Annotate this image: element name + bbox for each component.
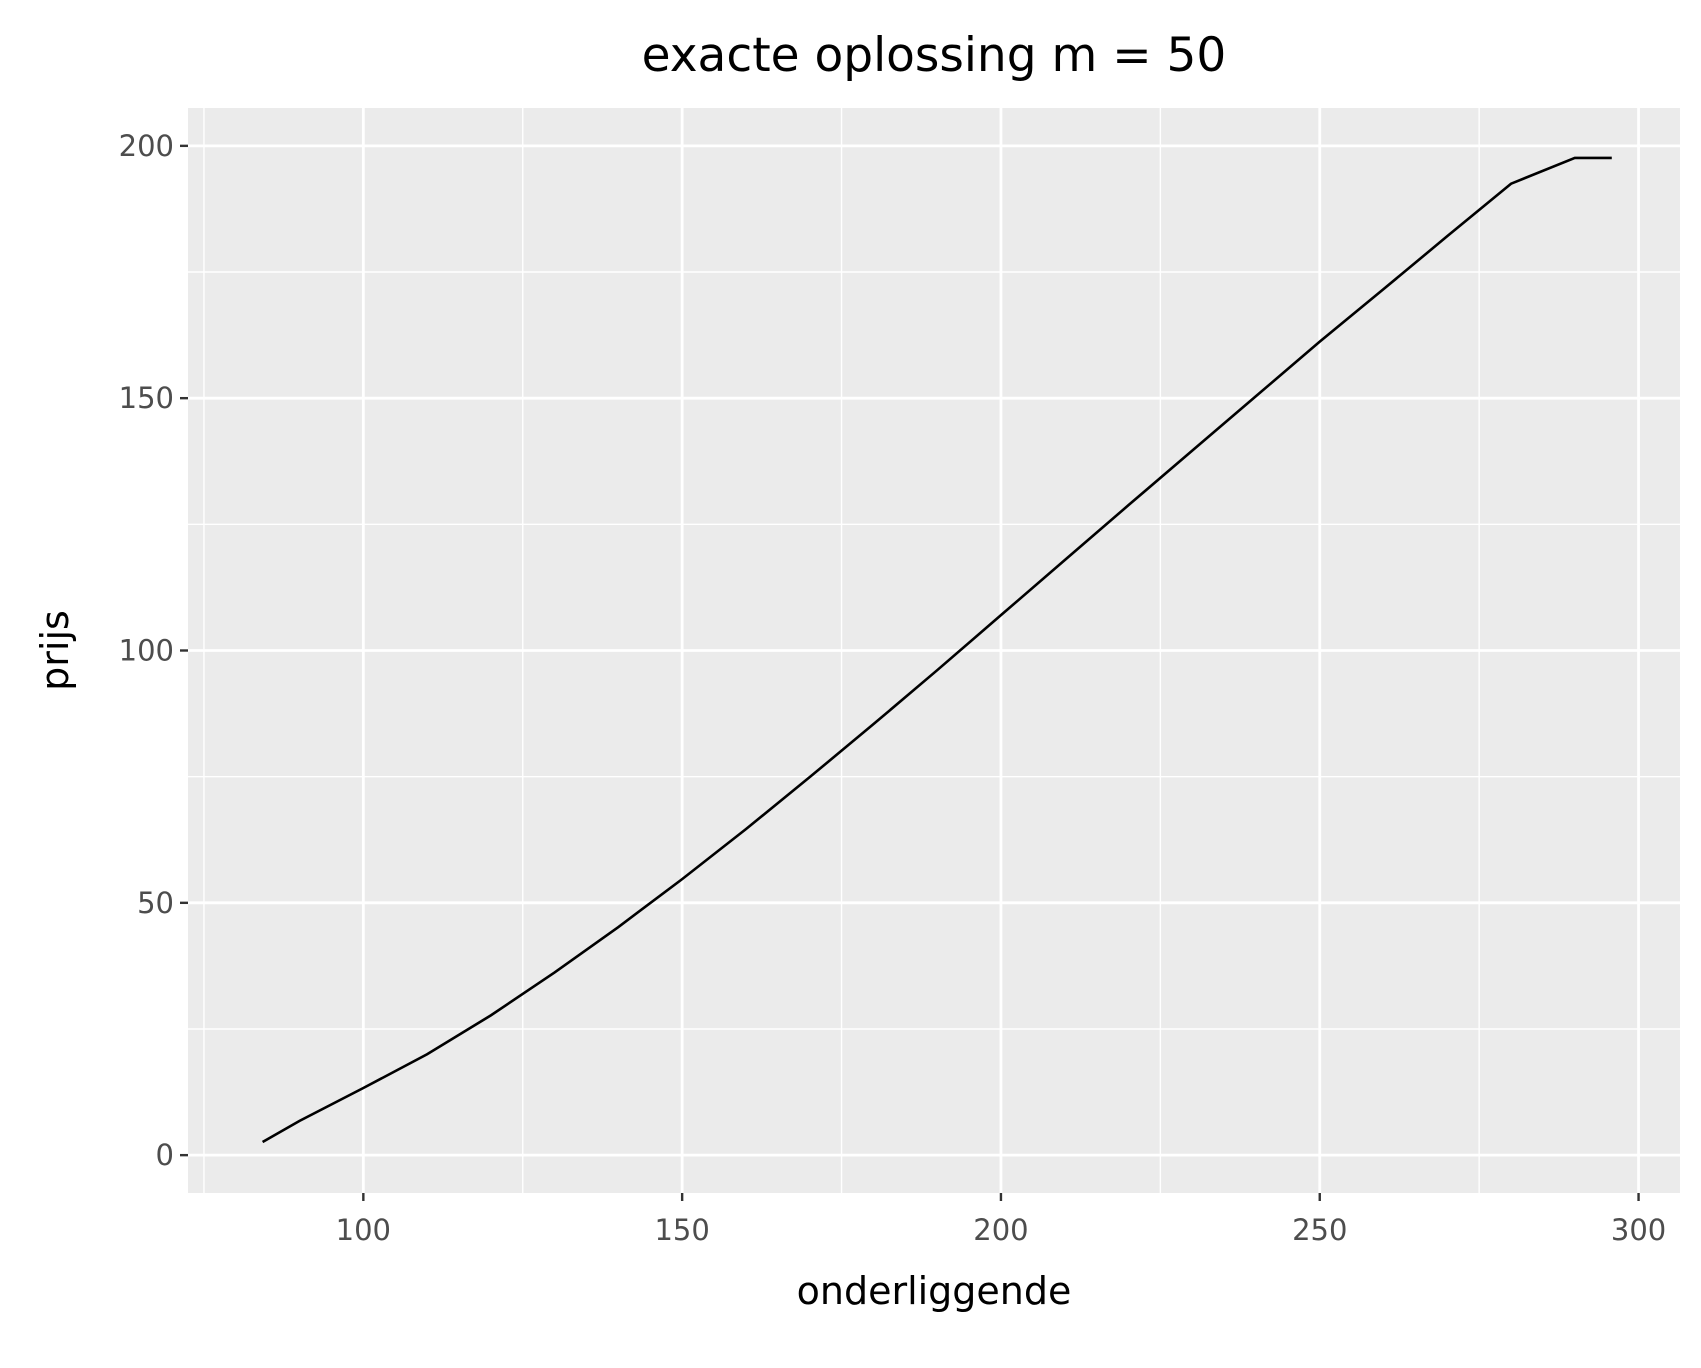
x-tick-label: 200 (973, 1213, 1028, 1247)
y-tick-label: 200 (119, 129, 174, 163)
y-tick-label: 50 (137, 886, 174, 920)
y-axis-title: prijs (33, 610, 77, 691)
x-axis: 100 150 200 250 300 (336, 1193, 1666, 1247)
series-line (261, 156, 1612, 1144)
y-tick-label: 0 (156, 1138, 174, 1172)
x-tick-label: 150 (654, 1213, 709, 1247)
x-tick-label: 250 (1292, 1213, 1347, 1247)
x-tick-label: 100 (336, 1213, 391, 1247)
y-tick-label: 100 (119, 634, 174, 668)
y-tick-label: 150 (119, 381, 174, 415)
x-tick-label: 300 (1611, 1213, 1666, 1247)
chart-title: exacte oplossing m = 50 (642, 28, 1227, 83)
x-axis-title: onderliggende (797, 1269, 1072, 1313)
y-axis: 0 50 100 150 200 (119, 129, 188, 1172)
major-grid (188, 108, 1680, 1193)
